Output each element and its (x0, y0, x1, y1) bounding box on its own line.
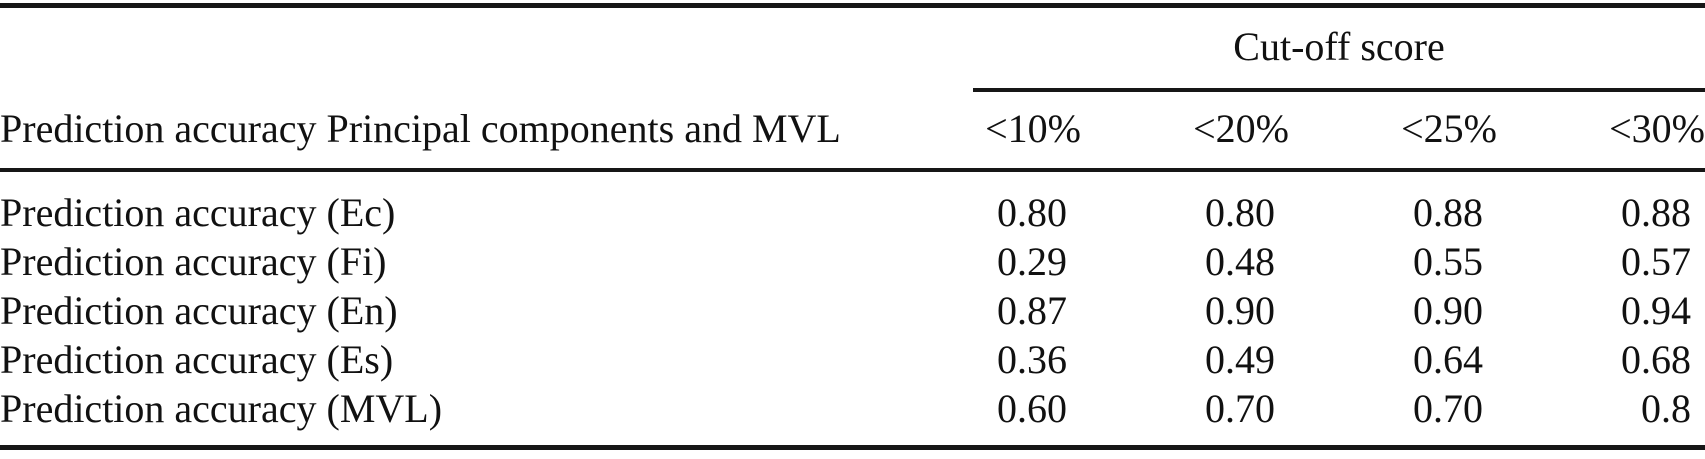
value-cell: 0.68 (1621, 337, 1691, 382)
value-cell: 0.90 (1205, 288, 1275, 333)
value-cell: 0.49 (1205, 337, 1275, 382)
value-cell: 0.55 (1413, 239, 1483, 284)
cutoff-score-group-header: Cut-off score (973, 8, 1705, 92)
stub-header: Prediction accuracy Principal components… (0, 92, 873, 172)
table-row: Prediction accuracy (Fi) 0.29 0.48 0.55 … (0, 237, 1705, 286)
value-cell: 0.70 (1205, 386, 1275, 431)
table-row: Prediction accuracy (Ec) 0.80 0.80 0.88 … (0, 170, 1705, 237)
prediction-accuracy-table: Cut-off score Prediction accuracy Princi… (0, 3, 1705, 450)
cutoff-score-group-cell: Cut-off score (873, 6, 1705, 92)
group-header-spacer (0, 6, 873, 93)
column-header-row: Prediction accuracy Principal components… (0, 92, 1705, 172)
row-label: Prediction accuracy (Fi) (0, 239, 387, 284)
table-row: Prediction accuracy (Es) 0.36 0.49 0.64 … (0, 335, 1705, 384)
value-cell: 0.94 (1621, 288, 1691, 333)
value-cell: 0.29 (997, 239, 1067, 284)
column-header-20pct: <20% (1081, 92, 1289, 172)
column-header-10pct: <10% (873, 92, 1081, 172)
value-cell: 0.80 (997, 190, 1067, 235)
table-row: Prediction accuracy (MVL) 0.60 0.70 0.70… (0, 384, 1705, 448)
value-cell: 0.8 (1641, 386, 1691, 431)
row-label: Prediction accuracy (MVL) (0, 386, 443, 431)
row-label: Prediction accuracy (Es) (0, 337, 394, 382)
value-cell: 0.60 (997, 386, 1067, 431)
value-cell: 0.57 (1621, 239, 1691, 284)
value-cell: 0.48 (1205, 239, 1275, 284)
value-cell: 0.88 (1621, 190, 1691, 235)
group-header-row: Cut-off score (0, 6, 1705, 93)
column-header-25pct: <25% (1289, 92, 1497, 172)
value-cell: 0.90 (1413, 288, 1483, 333)
value-cell: 0.64 (1413, 337, 1483, 382)
row-label: Prediction accuracy (Ec) (0, 190, 396, 235)
value-cell: 0.80 (1205, 190, 1275, 235)
value-cell: 0.87 (997, 288, 1067, 333)
value-cell: 0.36 (997, 337, 1067, 382)
value-cell: 0.88 (1413, 190, 1483, 235)
column-header-30pct: <30% (1497, 92, 1705, 172)
table-row: Prediction accuracy (En) 0.87 0.90 0.90 … (0, 286, 1705, 335)
value-cell: 0.70 (1413, 386, 1483, 431)
row-label: Prediction accuracy (En) (0, 288, 398, 333)
